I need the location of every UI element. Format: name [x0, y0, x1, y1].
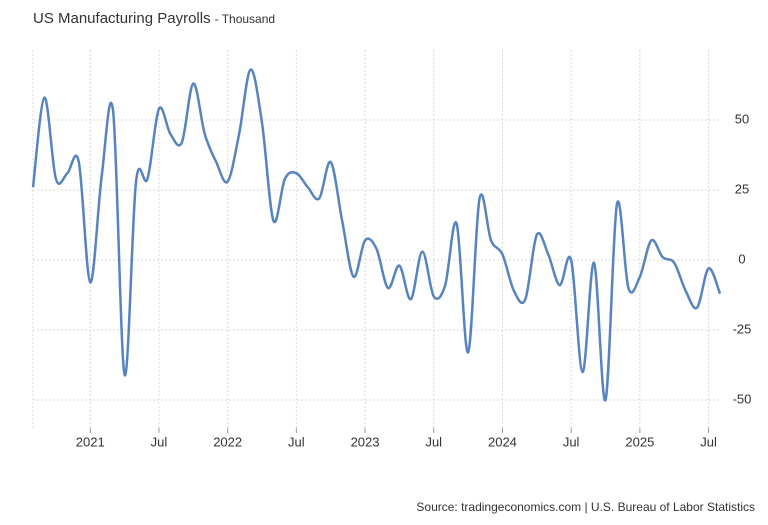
x-tick-label: Jul: [151, 434, 168, 449]
y-tick-label: 0: [738, 251, 745, 266]
x-tick-label: Jul: [563, 434, 580, 449]
chart-title: US Manufacturing Payrolls: [33, 10, 211, 27]
x-tick-label: 2021: [76, 434, 105, 449]
x-tick-label: 2025: [625, 434, 654, 449]
y-tick-label: 25: [735, 181, 749, 196]
source: Source: tradingeconomics.com | U.S. Bure…: [416, 500, 755, 514]
chart-subtitle: - Thousand: [215, 12, 276, 26]
y-tick-label: -25: [733, 321, 752, 336]
y-tick-label: -50: [733, 391, 752, 406]
x-tick-label: Jul: [425, 434, 442, 449]
x-tick-label: Jul: [288, 434, 305, 449]
x-tick-label: 2024: [488, 434, 517, 449]
data-line: [31, 68, 722, 402]
x-tick-label: 2023: [351, 434, 380, 449]
x-tick-label: 2022: [213, 434, 242, 449]
x-tick-label: Jul: [700, 434, 717, 449]
y-tick-label: 50: [735, 111, 749, 126]
